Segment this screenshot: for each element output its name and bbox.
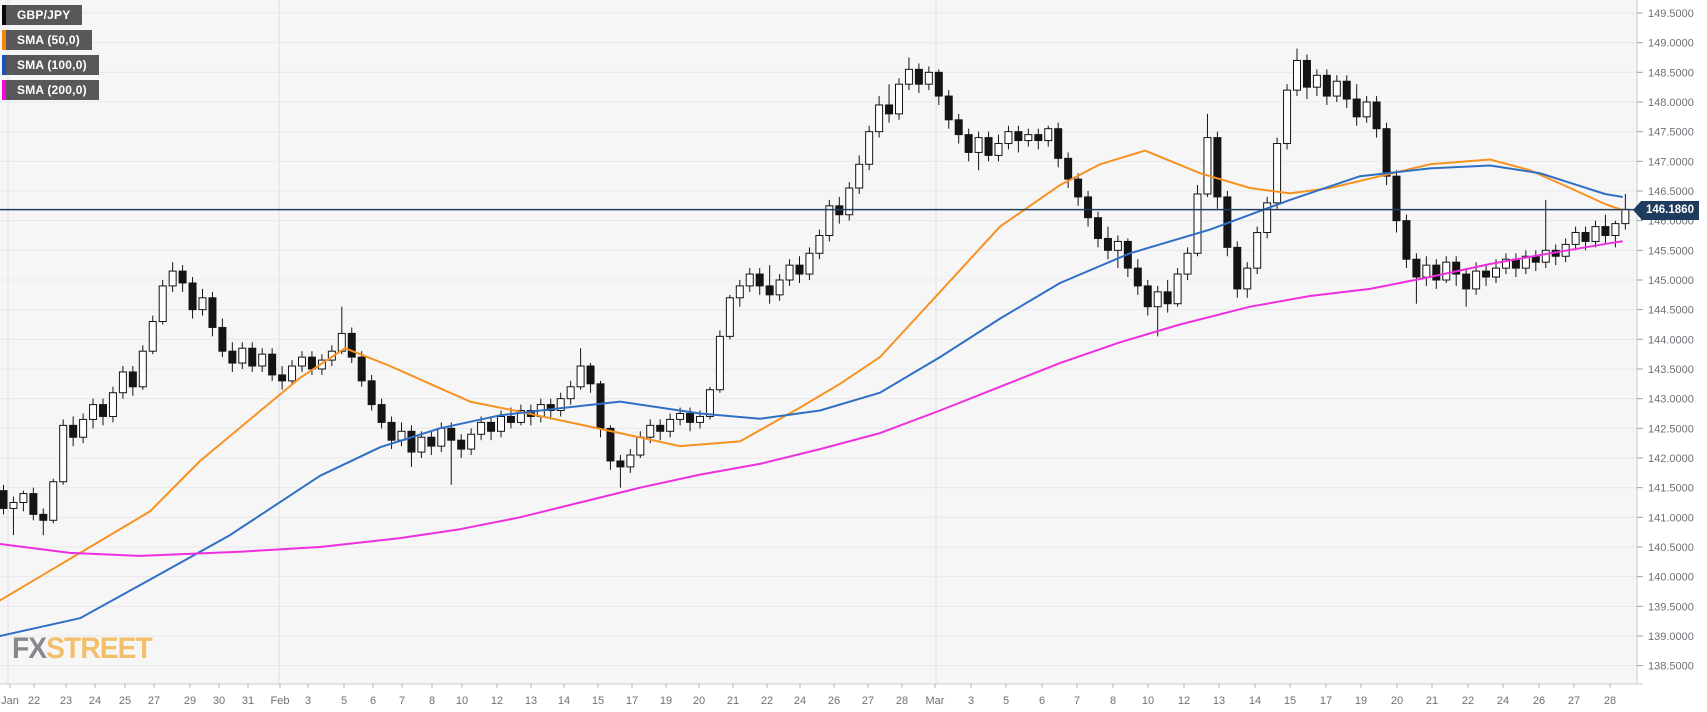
price-axis-label: 143.0000: [1648, 394, 1694, 406]
plot-border: [0, 0, 1643, 685]
date-axis-label: 3: [305, 695, 311, 707]
fxstreet-watermark: FXSTREET: [12, 632, 153, 666]
watermark-street: STREET: [46, 632, 153, 665]
price-axis-label: 147.0000: [1648, 156, 1694, 168]
date-axis-label: 22: [1462, 695, 1474, 707]
date-axis-label: 14: [558, 695, 570, 707]
date-axis-label: 20: [1391, 695, 1403, 707]
date-axis-label: 24: [89, 695, 101, 707]
price-axis-label: 139.5000: [1648, 601, 1694, 613]
price-axis-label: 144.5000: [1648, 305, 1694, 317]
date-axis-label: 22: [28, 695, 40, 707]
price-axis-label: 148.0000: [1648, 97, 1694, 109]
date-axis-label: 17: [626, 695, 638, 707]
date-axis-label: 30: [213, 695, 225, 707]
date-axis-label: 26: [828, 695, 840, 707]
date-axis-label: 5: [341, 695, 347, 707]
date-axis-label: 3: [968, 695, 974, 707]
price-axis[interactable]: 149.5000 149.0000 148.5000 148.0000 147.5000…: [1637, 8, 1694, 673]
date-axis-label: 28: [896, 695, 908, 707]
price-axis-label: 145.5000: [1648, 245, 1694, 257]
date-axis-label: 12: [491, 695, 503, 707]
month-gridlines: [7, 0, 937, 684]
price-axis-label: 149.0000: [1648, 38, 1694, 50]
date-axis-label: 13: [525, 695, 537, 707]
plot-background: [0, 0, 1637, 684]
date-axis-label: 6: [370, 695, 376, 707]
price-axis-label: 142.5000: [1648, 423, 1694, 435]
price-axis-label: 143.5000: [1648, 364, 1694, 376]
date-axis-label: 28: [1604, 695, 1616, 707]
date-axis-label: 24: [1497, 695, 1509, 707]
date-axis-label: 29: [184, 695, 196, 707]
sma50-color-swatch: [2, 30, 6, 50]
date-axis-label: 17: [1320, 695, 1332, 707]
date-axis-label: 8: [1110, 695, 1116, 707]
date-axis-label: 21: [727, 695, 739, 707]
legend: GBP/JPY SMA (50,0) SMA (100,0) SMA (200,…: [2, 5, 99, 105]
price-axis-label: 139.0000: [1648, 631, 1694, 643]
date-axis-label: 27: [148, 695, 160, 707]
legend-sma100-label: SMA (100,0): [6, 55, 99, 75]
date-axis-label: 15: [592, 695, 604, 707]
legend-item-sma200[interactable]: SMA (200,0): [2, 80, 99, 100]
date-axis-label: 22: [761, 695, 773, 707]
symbol-color-swatch: [2, 5, 6, 25]
price-axis-label: 147.5000: [1648, 127, 1694, 139]
price-axis-label: 140.0000: [1648, 572, 1694, 584]
date-axis-label: Mar: [926, 695, 945, 707]
legend-sma200-label: SMA (200,0): [6, 80, 99, 100]
price-axis-label: 146.5000: [1648, 186, 1694, 198]
date-axis-label: 12: [1178, 695, 1190, 707]
price-axis-label: 145.0000: [1648, 275, 1694, 287]
date-axis-label: 10: [1142, 695, 1154, 707]
legend-item-symbol[interactable]: GBP/JPY: [2, 5, 83, 25]
date-axis-label: Feb: [271, 695, 290, 707]
price-axis-label: 140.5000: [1648, 542, 1694, 554]
date-axis[interactable]: Jan 22 23 24 25 27 29 30 31 Feb 3 5 6 7 8 10 12 13 14 15 17 1…: [1, 684, 1616, 707]
last-price-label: 146.1860: [1633, 201, 1699, 220]
date-axis-label: 27: [862, 695, 874, 707]
date-axis-label: 31: [242, 695, 254, 707]
legend-item-sma50[interactable]: SMA (50,0): [2, 30, 92, 50]
price-axis-label: 141.0000: [1648, 512, 1694, 524]
watermark-fx: FX: [12, 632, 47, 665]
date-axis-label: 10: [456, 695, 468, 707]
date-axis-label: 19: [1355, 695, 1367, 707]
price-axis-label: 149.5000: [1648, 8, 1694, 20]
date-axis-label: 26: [1533, 695, 1545, 707]
date-axis-label: 19: [660, 695, 672, 707]
sma-100-line: [0, 164, 1623, 637]
date-axis-label: 20: [693, 695, 705, 707]
legend-sma50-label: SMA (50,0): [6, 30, 92, 50]
date-axis-label: 5: [1003, 695, 1009, 707]
date-axis-label: 7: [1074, 695, 1080, 707]
sma200-color-swatch: [2, 80, 6, 100]
date-axis-label: 6: [1039, 695, 1045, 707]
date-axis-label: 27: [1568, 695, 1580, 707]
date-axis-label: 8: [429, 695, 435, 707]
date-axis-label: 24: [794, 695, 806, 707]
legend-symbol-label: GBP/JPY: [6, 5, 83, 25]
price-axis-label: 144.0000: [1648, 334, 1694, 346]
horizontal-gridlines: [0, 12, 1637, 667]
date-axis-label: 21: [1426, 695, 1438, 707]
sma100-color-swatch: [2, 55, 6, 75]
sma-200-line: [0, 240, 1623, 557]
date-axis-label: 15: [1284, 695, 1296, 707]
price-axis-label: 148.5000: [1648, 67, 1694, 79]
date-axis-label: 7: [399, 695, 405, 707]
price-axis-label: 141.5000: [1648, 483, 1694, 495]
price-axis-label: 138.5000: [1648, 661, 1694, 673]
date-axis-label: Jan: [1, 695, 19, 707]
price-axis-label: 142.0000: [1648, 453, 1694, 465]
date-axis-label: 14: [1249, 695, 1261, 707]
date-axis-label: 25: [119, 695, 131, 707]
date-axis-label: 23: [60, 695, 72, 707]
legend-item-sma100[interactable]: SMA (100,0): [2, 55, 99, 75]
candlesticks: [0, 48, 1630, 536]
date-axis-label: 13: [1213, 695, 1225, 707]
